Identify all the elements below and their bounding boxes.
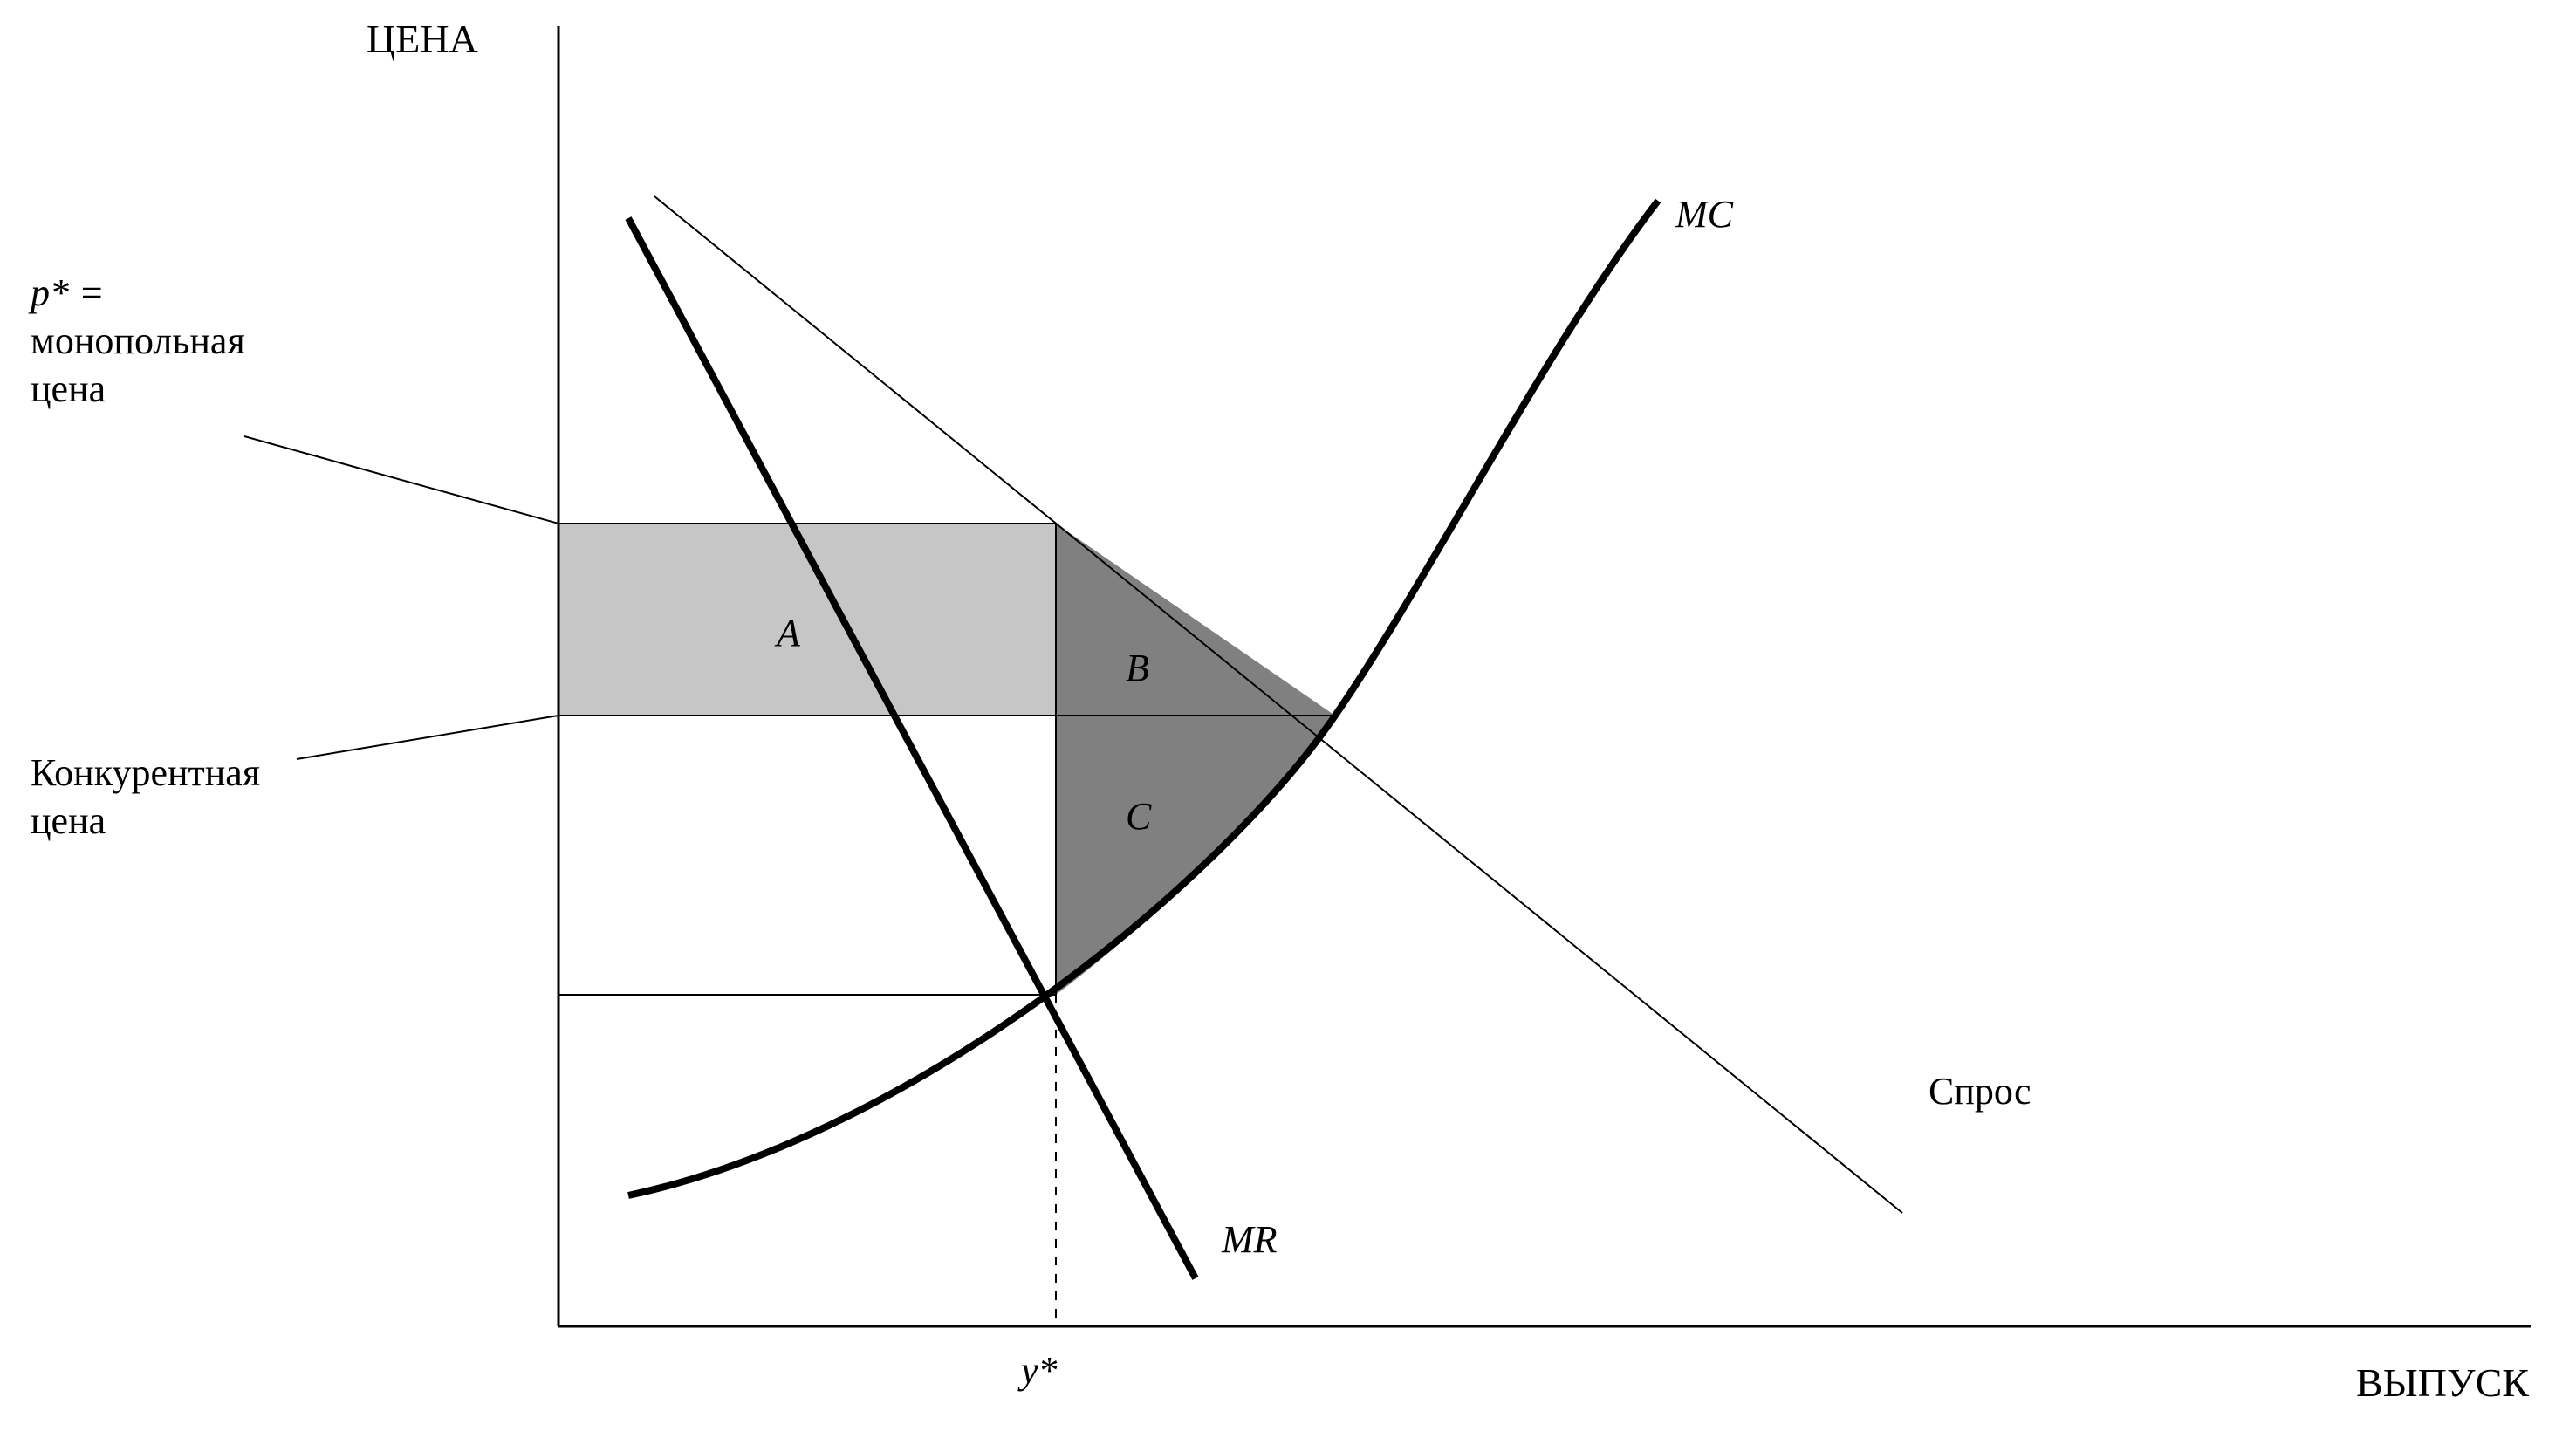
- mr-label: MR: [1221, 1218, 1278, 1261]
- monopoly-price-label-3: цена: [31, 367, 106, 410]
- mc-label: MC: [1675, 193, 1734, 236]
- x-axis-label: ВЫПУСК: [2356, 1360, 2529, 1405]
- competitive-price-label-2: цена: [31, 799, 106, 842]
- ystar-label: y*: [1017, 1349, 1058, 1392]
- region-B-label: B: [1126, 647, 1149, 689]
- demand-label: Спрос: [1929, 1070, 2031, 1113]
- monopoly-deadweight-chart: ЦЕНА ВЫПУСК MC MR Спрос p* = монопольная…: [0, 0, 2576, 1452]
- leader-line-monopoly-price: [244, 436, 558, 524]
- monopoly-price-label-1: p* =: [28, 271, 105, 314]
- region-C-label: C: [1126, 795, 1152, 838]
- monopoly-price-label-2: монопольная: [31, 319, 245, 362]
- region-B-fill: [1056, 524, 1335, 716]
- y-axis-label: ЦЕНА: [367, 17, 478, 61]
- leader-line-competitive-price: [297, 716, 558, 759]
- region-A-label: A: [774, 612, 801, 654]
- competitive-price-label-1: Конкурентная: [31, 751, 260, 794]
